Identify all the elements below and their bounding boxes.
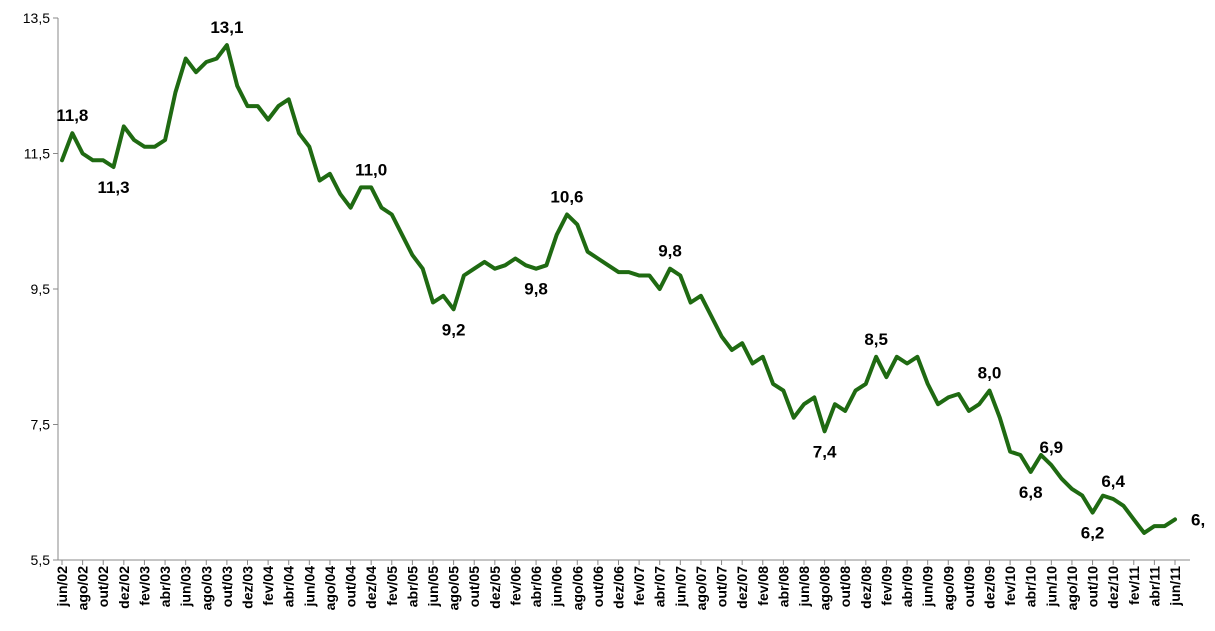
x-tick-label: dez/10 [1105, 566, 1121, 609]
x-tick-label: fev/10 [1002, 566, 1018, 606]
x-tick-label: ago/06 [569, 566, 585, 611]
x-tick-label: out/10 [1085, 566, 1101, 607]
x-tick-label: abr/05 [404, 566, 420, 607]
data-label: 9,8 [658, 242, 682, 261]
x-tick-label: abr/11 [1146, 566, 1162, 607]
data-label: 11,3 [97, 178, 129, 197]
series-line [60, 43, 1177, 535]
data-label: 6,2 [1081, 524, 1105, 543]
x-tick-label: fev/11 [1126, 566, 1142, 605]
x-tick-label: ago/08 [817, 566, 833, 611]
x-tick-label: fev/07 [631, 566, 647, 606]
x-tick-label: jun/07 [672, 566, 688, 608]
data-label: 8,5 [864, 330, 888, 349]
x-tick-label: jun/08 [796, 566, 812, 608]
x-tick-label: fev/04 [260, 566, 276, 606]
x-tick-label: out/04 [343, 566, 359, 607]
x-tick-label: ago/05 [446, 566, 462, 611]
x-tick-label: dez/06 [611, 566, 627, 609]
x-tick-label: fev/06 [507, 566, 523, 606]
x-tick-label: jun/09 [920, 566, 936, 608]
x-tick-label: ago/03 [198, 566, 214, 611]
data-label: 6,9 [1040, 438, 1064, 457]
x-tick-label: dez/07 [734, 566, 750, 609]
x-tick-label: dez/02 [116, 566, 132, 609]
x-tick-label: jun/05 [425, 566, 441, 608]
y-tick-label: 11,5 [24, 146, 50, 162]
x-tick-label: abr/03 [157, 566, 173, 607]
x-tick-label: abr/10 [1023, 566, 1039, 607]
x-tick-label: fev/03 [136, 566, 152, 606]
x-tick-label: ago/04 [322, 566, 338, 611]
x-tick-label: dez/03 [240, 566, 256, 609]
x-tick-label: out/09 [961, 566, 977, 607]
x-tick-label: abr/09 [899, 566, 915, 607]
x-tick-label: dez/04 [363, 566, 379, 609]
data-label: 11,0 [355, 160, 387, 179]
data-label: 6,4 [1101, 472, 1125, 491]
y-tick-label: 13,5 [23, 10, 50, 26]
x-tick-label: ago/02 [75, 566, 91, 611]
x-tick-label: abr/08 [775, 566, 791, 607]
x-tick-label: fev/09 [878, 566, 894, 606]
data-label: 9,2 [442, 320, 466, 339]
x-tick-label: jun/02 [54, 566, 70, 608]
data-label: 9,8 [524, 280, 548, 299]
y-tick-label: 9,5 [31, 281, 51, 297]
x-tick-label: jun/10 [1043, 566, 1059, 608]
x-tick-label: jun/06 [549, 566, 565, 608]
x-tick-label: dez/05 [487, 566, 503, 609]
y-tick-label: 5,5 [31, 552, 51, 568]
x-tick-label: ago/09 [940, 566, 956, 611]
x-tick-label: out/08 [837, 566, 853, 607]
data-label: 10,6 [550, 187, 583, 206]
x-tick-label: ago/07 [693, 566, 709, 611]
x-tick-label: fev/08 [755, 566, 771, 606]
x-tick-label: jun/04 [301, 566, 317, 608]
data-label: 8,0 [978, 364, 1002, 383]
x-tick-label: dez/09 [982, 566, 998, 609]
x-tick-label: out/07 [714, 566, 730, 607]
x-tick-label: jun/11 [1167, 566, 1183, 607]
y-tick-label: 7,5 [31, 417, 51, 433]
x-tick-label: out/02 [95, 566, 111, 607]
x-tick-label: dez/08 [858, 566, 874, 609]
data-label: 6, [1191, 510, 1205, 529]
x-tick-label: abr/07 [652, 566, 668, 607]
x-tick-label: jun/03 [178, 566, 194, 608]
data-label: 7,4 [813, 442, 837, 461]
x-tick-label: fev/05 [384, 566, 400, 606]
x-tick-label: abr/06 [528, 566, 544, 607]
x-tick-label: out/05 [466, 566, 482, 607]
data-label: 11,8 [56, 106, 88, 125]
data-label: 6,8 [1019, 483, 1043, 502]
x-tick-label: ago/10 [1064, 566, 1080, 611]
x-tick-label: out/06 [590, 566, 606, 607]
data-label: 13,1 [210, 18, 243, 37]
x-tick-label: out/03 [219, 566, 235, 607]
x-tick-label: abr/04 [281, 566, 297, 607]
